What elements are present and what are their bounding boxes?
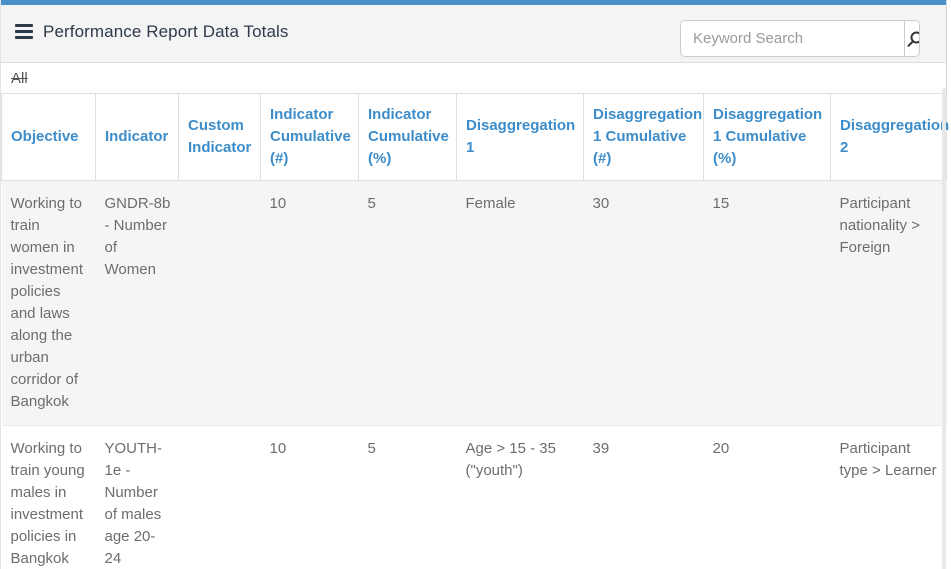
report-table: Objective Indicator Custom Indicator Ind… bbox=[1, 93, 949, 569]
cell-disaggregation-1: Age > 15 - 35 ("youth") bbox=[456, 425, 584, 569]
table-header-row: Objective Indicator Custom Indicator Ind… bbox=[1, 93, 949, 181]
column-header-disaggregation-1-cumulative-num[interactable]: Disaggregation 1 Cumulative (#) bbox=[583, 93, 704, 181]
table-row: Working to train young males in investme… bbox=[1, 425, 947, 569]
column-header-indicator-cumulative-pct[interactable]: Indicator Cumulative (%) bbox=[358, 93, 457, 181]
cell-disaggregation-1: Female bbox=[456, 180, 584, 426]
cell-objective: Working to train women in investment pol… bbox=[1, 180, 96, 426]
page-title: Performance Report Data Totals bbox=[43, 21, 289, 41]
keyword-search-group bbox=[680, 20, 920, 57]
filter-all-link[interactable]: All bbox=[11, 69, 28, 87]
cell-disaggregation-2: Participant nationality > Foreign bbox=[830, 180, 947, 426]
column-header-objective[interactable]: Objective bbox=[1, 93, 96, 181]
hamburger-menu-icon[interactable] bbox=[15, 24, 33, 39]
column-header-disaggregation-2[interactable]: Disaggregation 2 bbox=[830, 93, 949, 181]
search-icon bbox=[907, 31, 919, 47]
cell-disaggregation-1-cumulative-num: 30 bbox=[583, 180, 704, 426]
vertical-scrollbar[interactable] bbox=[942, 88, 946, 569]
column-header-disaggregation-1[interactable]: Disaggregation 1 bbox=[456, 93, 584, 181]
report-table-wrap: Objective Indicator Custom Indicator Ind… bbox=[1, 93, 949, 569]
cell-disaggregation-1-cumulative-num: 39 bbox=[583, 425, 704, 569]
cell-indicator-cumulative-pct: 5 bbox=[358, 425, 457, 569]
cell-disaggregation-1-cumulative-pct: 20 bbox=[703, 425, 831, 569]
column-header-indicator[interactable]: Indicator bbox=[95, 93, 179, 181]
cell-custom-indicator bbox=[178, 180, 261, 426]
cell-indicator-cumulative-num: 10 bbox=[260, 180, 359, 426]
column-header-disaggregation-1-cumulative-pct[interactable]: Disaggregation 1 Cumulative (%) bbox=[703, 93, 831, 181]
cell-indicator-cumulative-num: 10 bbox=[260, 425, 359, 569]
top-accent-bar bbox=[1, 0, 946, 5]
cell-objective: Working to train young males in investme… bbox=[1, 425, 96, 569]
cell-custom-indicator bbox=[178, 425, 261, 569]
table-row: Working to train women in investment pol… bbox=[1, 180, 947, 426]
cell-indicator-cumulative-pct: 5 bbox=[358, 180, 457, 426]
cell-indicator: GNDR-8b - Number of Women bbox=[95, 180, 179, 426]
cell-disaggregation-2: Participant type > Learner bbox=[830, 425, 947, 569]
search-input[interactable] bbox=[681, 21, 904, 56]
filter-bar: All bbox=[1, 63, 946, 93]
cell-indicator: YOUTH-1e - Number of males age 20-24 bbox=[95, 425, 179, 569]
column-header-custom-indicator[interactable]: Custom Indicator bbox=[178, 93, 261, 181]
app-header: Performance Report Data Totals bbox=[1, 5, 946, 63]
search-button[interactable] bbox=[904, 21, 919, 56]
column-header-indicator-cumulative-num[interactable]: Indicator Cumulative (#) bbox=[260, 93, 359, 181]
cell-disaggregation-1-cumulative-pct: 15 bbox=[703, 180, 831, 426]
